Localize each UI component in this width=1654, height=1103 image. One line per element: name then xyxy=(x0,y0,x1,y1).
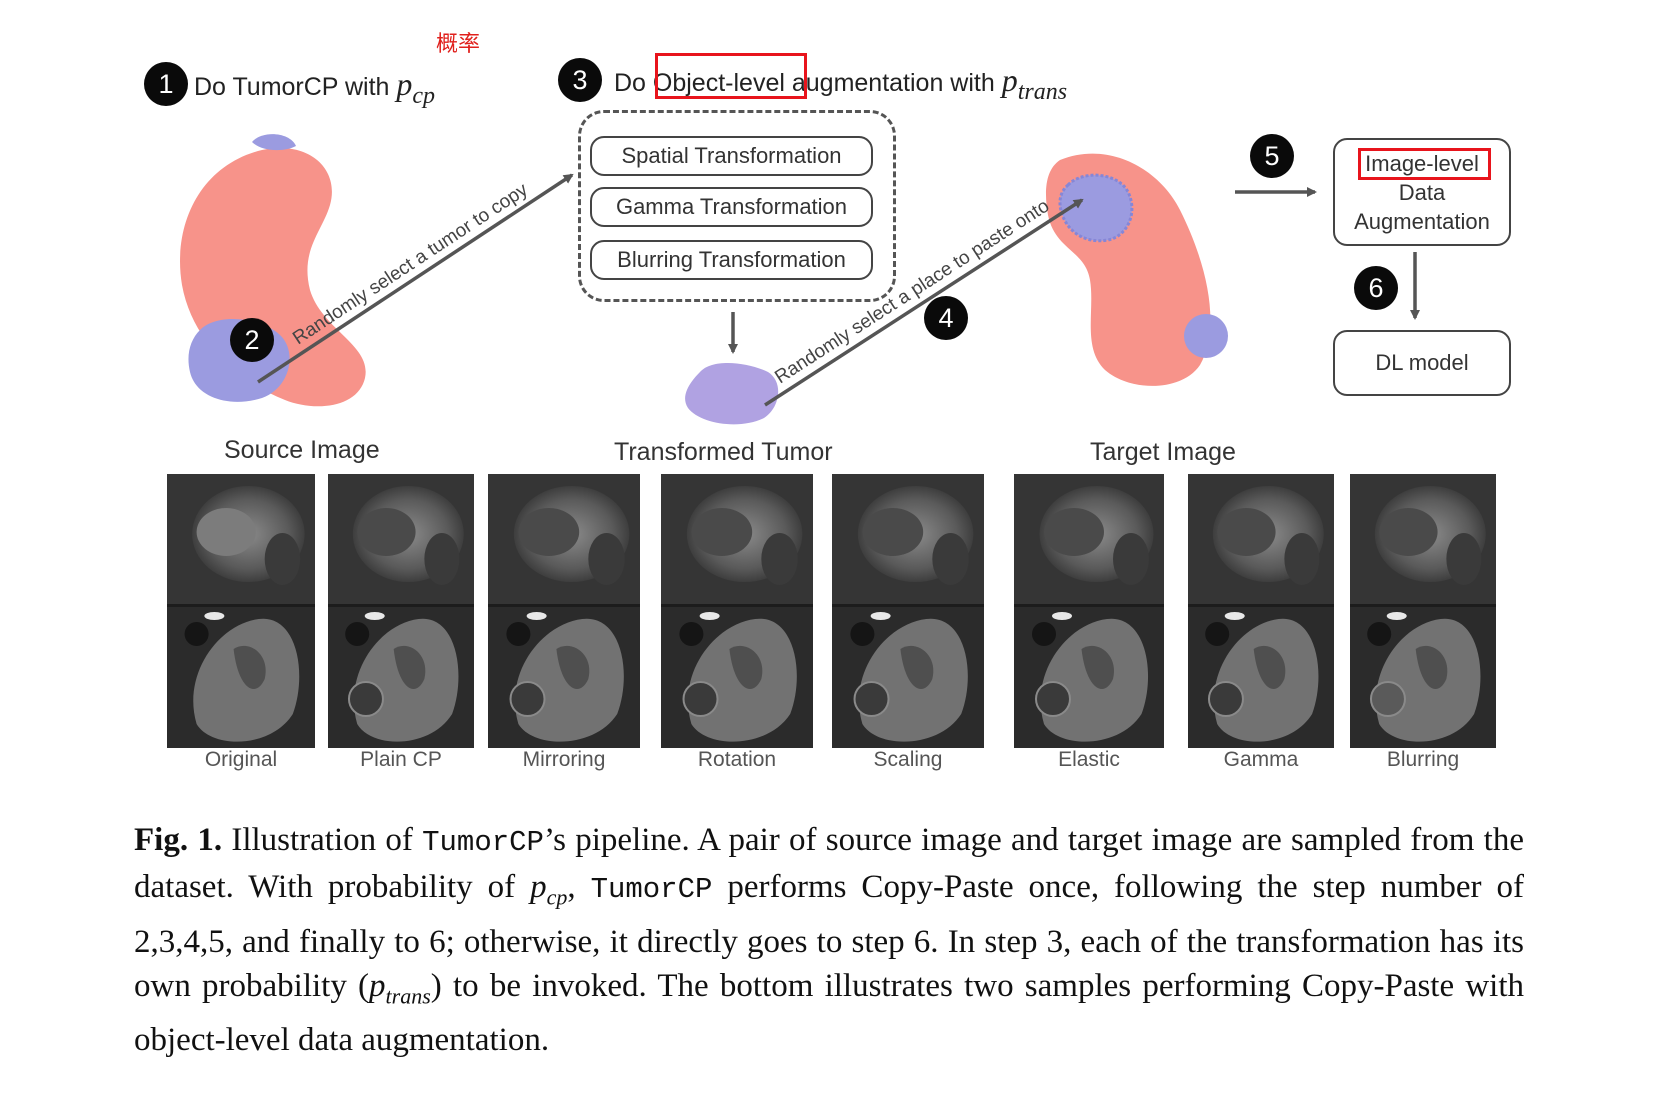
ct-scan-graphic xyxy=(488,474,640,748)
step-badge-2: 2 xyxy=(230,318,274,362)
step-1-label: Do TumorCP with xyxy=(194,73,390,101)
image-level-augmentation-box: Image-level Data Augmentation xyxy=(1333,138,1511,246)
ct-thumbnail xyxy=(661,474,813,748)
ct-scan-graphic xyxy=(167,474,315,748)
ct-thumbnail xyxy=(832,474,984,748)
caption-tumorcp-1: TumorCP xyxy=(422,826,544,859)
pipeline-shapes: Randomly select a tumor to copy Randomly… xyxy=(180,134,1420,425)
caption-p-cp: p xyxy=(530,869,547,905)
source-top-tumor-shape xyxy=(252,134,296,151)
step-3-highlight: Object-level xyxy=(652,69,785,97)
caption-p-trans: p xyxy=(369,967,386,1004)
thumbnail-label: Elastic xyxy=(1058,748,1120,771)
step-3-label-after: augmentation with xyxy=(784,69,995,97)
ct-thumbnail xyxy=(1350,474,1496,748)
step-3-text: Do Object-level augmentation with ptrans xyxy=(614,62,1067,105)
probability-annotation: 概率 xyxy=(436,32,481,57)
caption-p-cp-sub: cp xyxy=(546,884,568,910)
step-badge-5: 5 xyxy=(1250,134,1294,178)
spatial-transformation-box: Spatial Transformation xyxy=(590,136,873,176)
thumbnail-label: Mirroring xyxy=(522,748,606,771)
image-level-highlight-frame xyxy=(1358,148,1491,180)
ct-thumbnail xyxy=(167,474,315,748)
object-level-highlight-frame xyxy=(655,53,807,99)
p-trans-symbol: p xyxy=(1001,62,1018,98)
ct-scan-graphic xyxy=(832,474,984,748)
step-3-label-before: Do xyxy=(614,69,653,97)
figure-caption: Fig. 1. Illustration of TumorCP’s pipeli… xyxy=(134,818,1524,1062)
thumbnail-label: Rotation xyxy=(697,748,777,771)
copy-arrow xyxy=(257,173,574,384)
step-1-text: Do TumorCP with pcp xyxy=(194,66,435,109)
image-level-label: Image-level xyxy=(1365,151,1479,176)
caption-seg5: ) to be invoked. The bottom illustrates … xyxy=(134,967,1524,1059)
ct-thumbnail xyxy=(328,474,474,748)
transformed-tumor-shape xyxy=(685,362,779,425)
p-trans-subscript: trans xyxy=(1017,79,1068,105)
caption-seg1: Illustration of xyxy=(222,822,423,858)
ct-scan-graphic xyxy=(1350,474,1496,748)
caption-seg4: performs Copy-Paste once, following the … xyxy=(134,869,1524,1004)
dl-model-box: DL model xyxy=(1333,330,1511,396)
caption-seg2: ’s pipeline. A pair of source image and … xyxy=(134,822,1524,905)
target-pasted-tumor-shape xyxy=(1058,173,1134,243)
thumbnail-label: Original xyxy=(204,748,278,771)
caption-seg3: , xyxy=(567,869,591,905)
target-existing-tumor-shape xyxy=(1184,314,1228,358)
ct-scan-graphic xyxy=(661,474,813,748)
caption-tumorcp-2: TumorCP xyxy=(590,873,713,906)
target-image-label: Target Image xyxy=(1090,438,1236,466)
step-badge-1: 1 xyxy=(144,62,188,106)
augmentation-label: Augmentation xyxy=(1354,209,1490,234)
thumbnail-label: Gamma xyxy=(1223,748,1299,771)
p-cp-symbol: p xyxy=(396,66,413,102)
ct-thumbnail xyxy=(1014,474,1164,748)
caption-p-trans-sub: trans xyxy=(385,983,431,1009)
step-badge-6: 6 xyxy=(1354,266,1398,310)
thumbnail-label: Plain CP xyxy=(360,748,442,771)
source-image-label: Source Image xyxy=(224,436,380,464)
caption-figure-label: Fig. 1. xyxy=(134,822,223,858)
ct-scan-graphic xyxy=(1014,474,1164,748)
step-badge-3: 3 xyxy=(558,58,602,102)
p-cp-subscript: cp xyxy=(412,83,436,109)
pipeline-figure: Randomly select a tumor to copy Randomly… xyxy=(144,32,1511,771)
ct-thumbnail xyxy=(488,474,640,748)
paste-arrow xyxy=(764,198,1084,407)
transformation-group xyxy=(578,110,896,302)
step-badge-4: 4 xyxy=(924,296,968,340)
thumbnail-label: Scaling xyxy=(873,748,943,771)
ct-scan-graphic xyxy=(328,474,474,748)
ct-thumbnail xyxy=(1188,474,1334,748)
ct-scan-graphic xyxy=(1188,474,1334,748)
blurring-transformation-box: Blurring Transformation xyxy=(590,240,873,280)
gamma-transformation-box: Gamma Transformation xyxy=(590,187,873,227)
transformed-tumor-label: Transformed Tumor xyxy=(614,438,833,466)
data-label: Data xyxy=(1398,180,1446,205)
thumbnail-label: Blurring xyxy=(1386,748,1460,771)
